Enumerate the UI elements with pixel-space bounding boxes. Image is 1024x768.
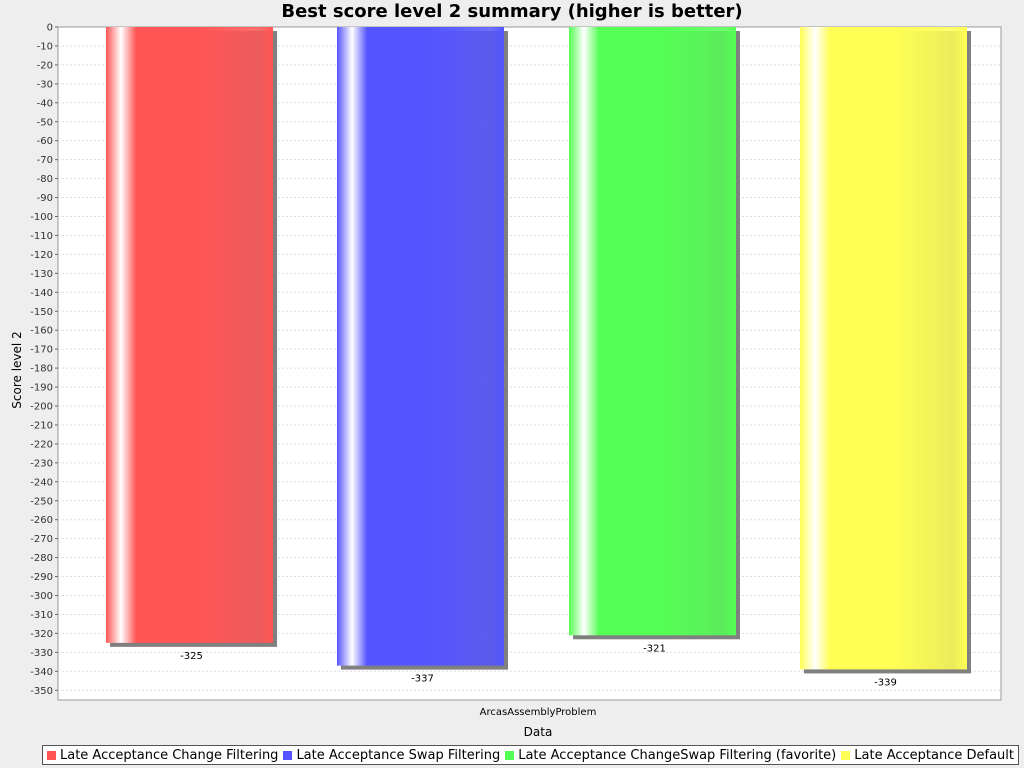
y-tick-label: -330 [30, 648, 53, 659]
y-tick-label: -210 [30, 420, 53, 431]
y-tick-label: -220 [30, 439, 53, 450]
legend-swatch [841, 750, 851, 760]
y-tick-label: -300 [30, 591, 53, 602]
y-tick-label: -190 [30, 383, 53, 394]
legend-swatch [47, 750, 56, 760]
data-labels: -325 -337 -321 -339 [180, 643, 897, 688]
y-tick-label: -10 [37, 41, 53, 52]
y-tick-label: -250 [30, 496, 53, 507]
bar-value-label: -337 [411, 674, 434, 685]
legend-label: Late Acceptance Default [854, 747, 1014, 763]
y-tick-label: -100 [30, 212, 53, 223]
y-tick-label: -260 [30, 515, 53, 526]
y-tick-label: -240 [30, 477, 53, 488]
bar [800, 27, 967, 670]
y-tick-label: -80 [37, 174, 53, 185]
legend-swatch [505, 750, 515, 760]
y-tick-label: -60 [37, 136, 53, 147]
y-tick-label: -310 [30, 610, 53, 621]
x-category-label: ArcasAssemblyProblem [480, 707, 597, 718]
y-tick-label: -200 [30, 402, 53, 413]
legend-item: Late Acceptance ChangeSwap Filtering (fa… [505, 748, 836, 763]
y-tick-label: -90 [37, 193, 53, 204]
y-tick-label: -130 [30, 269, 53, 280]
y-tick-label: -150 [30, 307, 53, 318]
y-axis-title: Score level 2 [10, 331, 24, 408]
bar [569, 27, 736, 636]
y-tick-label: -280 [30, 553, 53, 564]
legend-label: Late Acceptance Change Filtering [60, 747, 279, 763]
y-tick-label: -140 [30, 288, 53, 299]
x-axis-title: Data [524, 725, 553, 739]
legend: Late Acceptance Change Filtering Late Acc… [42, 745, 1019, 765]
legend-item: Late Acceptance Swap Filtering [283, 748, 500, 763]
bar-chart: 0 -10 -20 -30 -40 -50 -60 -70 -80 -90 -100 -110 -120… [10, 23, 1002, 739]
y-tick-label: -20 [37, 60, 53, 71]
y-tick-label: 0 [47, 23, 53, 34]
legend-item: Late Acceptance Change Filtering [47, 748, 278, 763]
y-tick-label: -110 [30, 231, 53, 242]
y-tick-label: -120 [30, 250, 53, 261]
bar-value-label: -339 [874, 677, 897, 688]
y-tick-label: -30 [37, 79, 53, 90]
y-tick-label: -350 [30, 686, 53, 697]
bars [106, 27, 971, 674]
y-axis: 0 -10 -20 -30 -40 -50 -60 -70 -80 -90 -100 -110 -120… [30, 23, 58, 697]
y-tick-label: -180 [30, 364, 53, 375]
y-tick-label: -340 [30, 667, 53, 678]
y-tick-label: -170 [30, 345, 53, 356]
bar-value-label: -325 [180, 651, 203, 662]
y-tick-label: -320 [30, 629, 53, 640]
y-tick-label: -40 [37, 98, 53, 109]
bar [106, 27, 273, 643]
y-tick-label: -290 [30, 572, 53, 583]
legend-item: Late Acceptance Default [841, 748, 1014, 763]
chart-title: Best score level 2 summary (higher is be… [281, 1, 743, 22]
y-tick-label: -230 [30, 458, 53, 469]
y-tick-label: -270 [30, 534, 53, 545]
y-tick-label: -160 [30, 326, 53, 337]
bar-value-label: -321 [643, 643, 666, 654]
legend-label: Late Acceptance ChangeSwap Filtering (fa… [518, 747, 837, 763]
y-tick-label: -70 [37, 155, 53, 166]
legend-label: Late Acceptance Swap Filtering [296, 747, 501, 763]
bar [337, 27, 504, 666]
y-tick-label: -50 [37, 117, 53, 128]
legend-swatch [283, 750, 293, 760]
